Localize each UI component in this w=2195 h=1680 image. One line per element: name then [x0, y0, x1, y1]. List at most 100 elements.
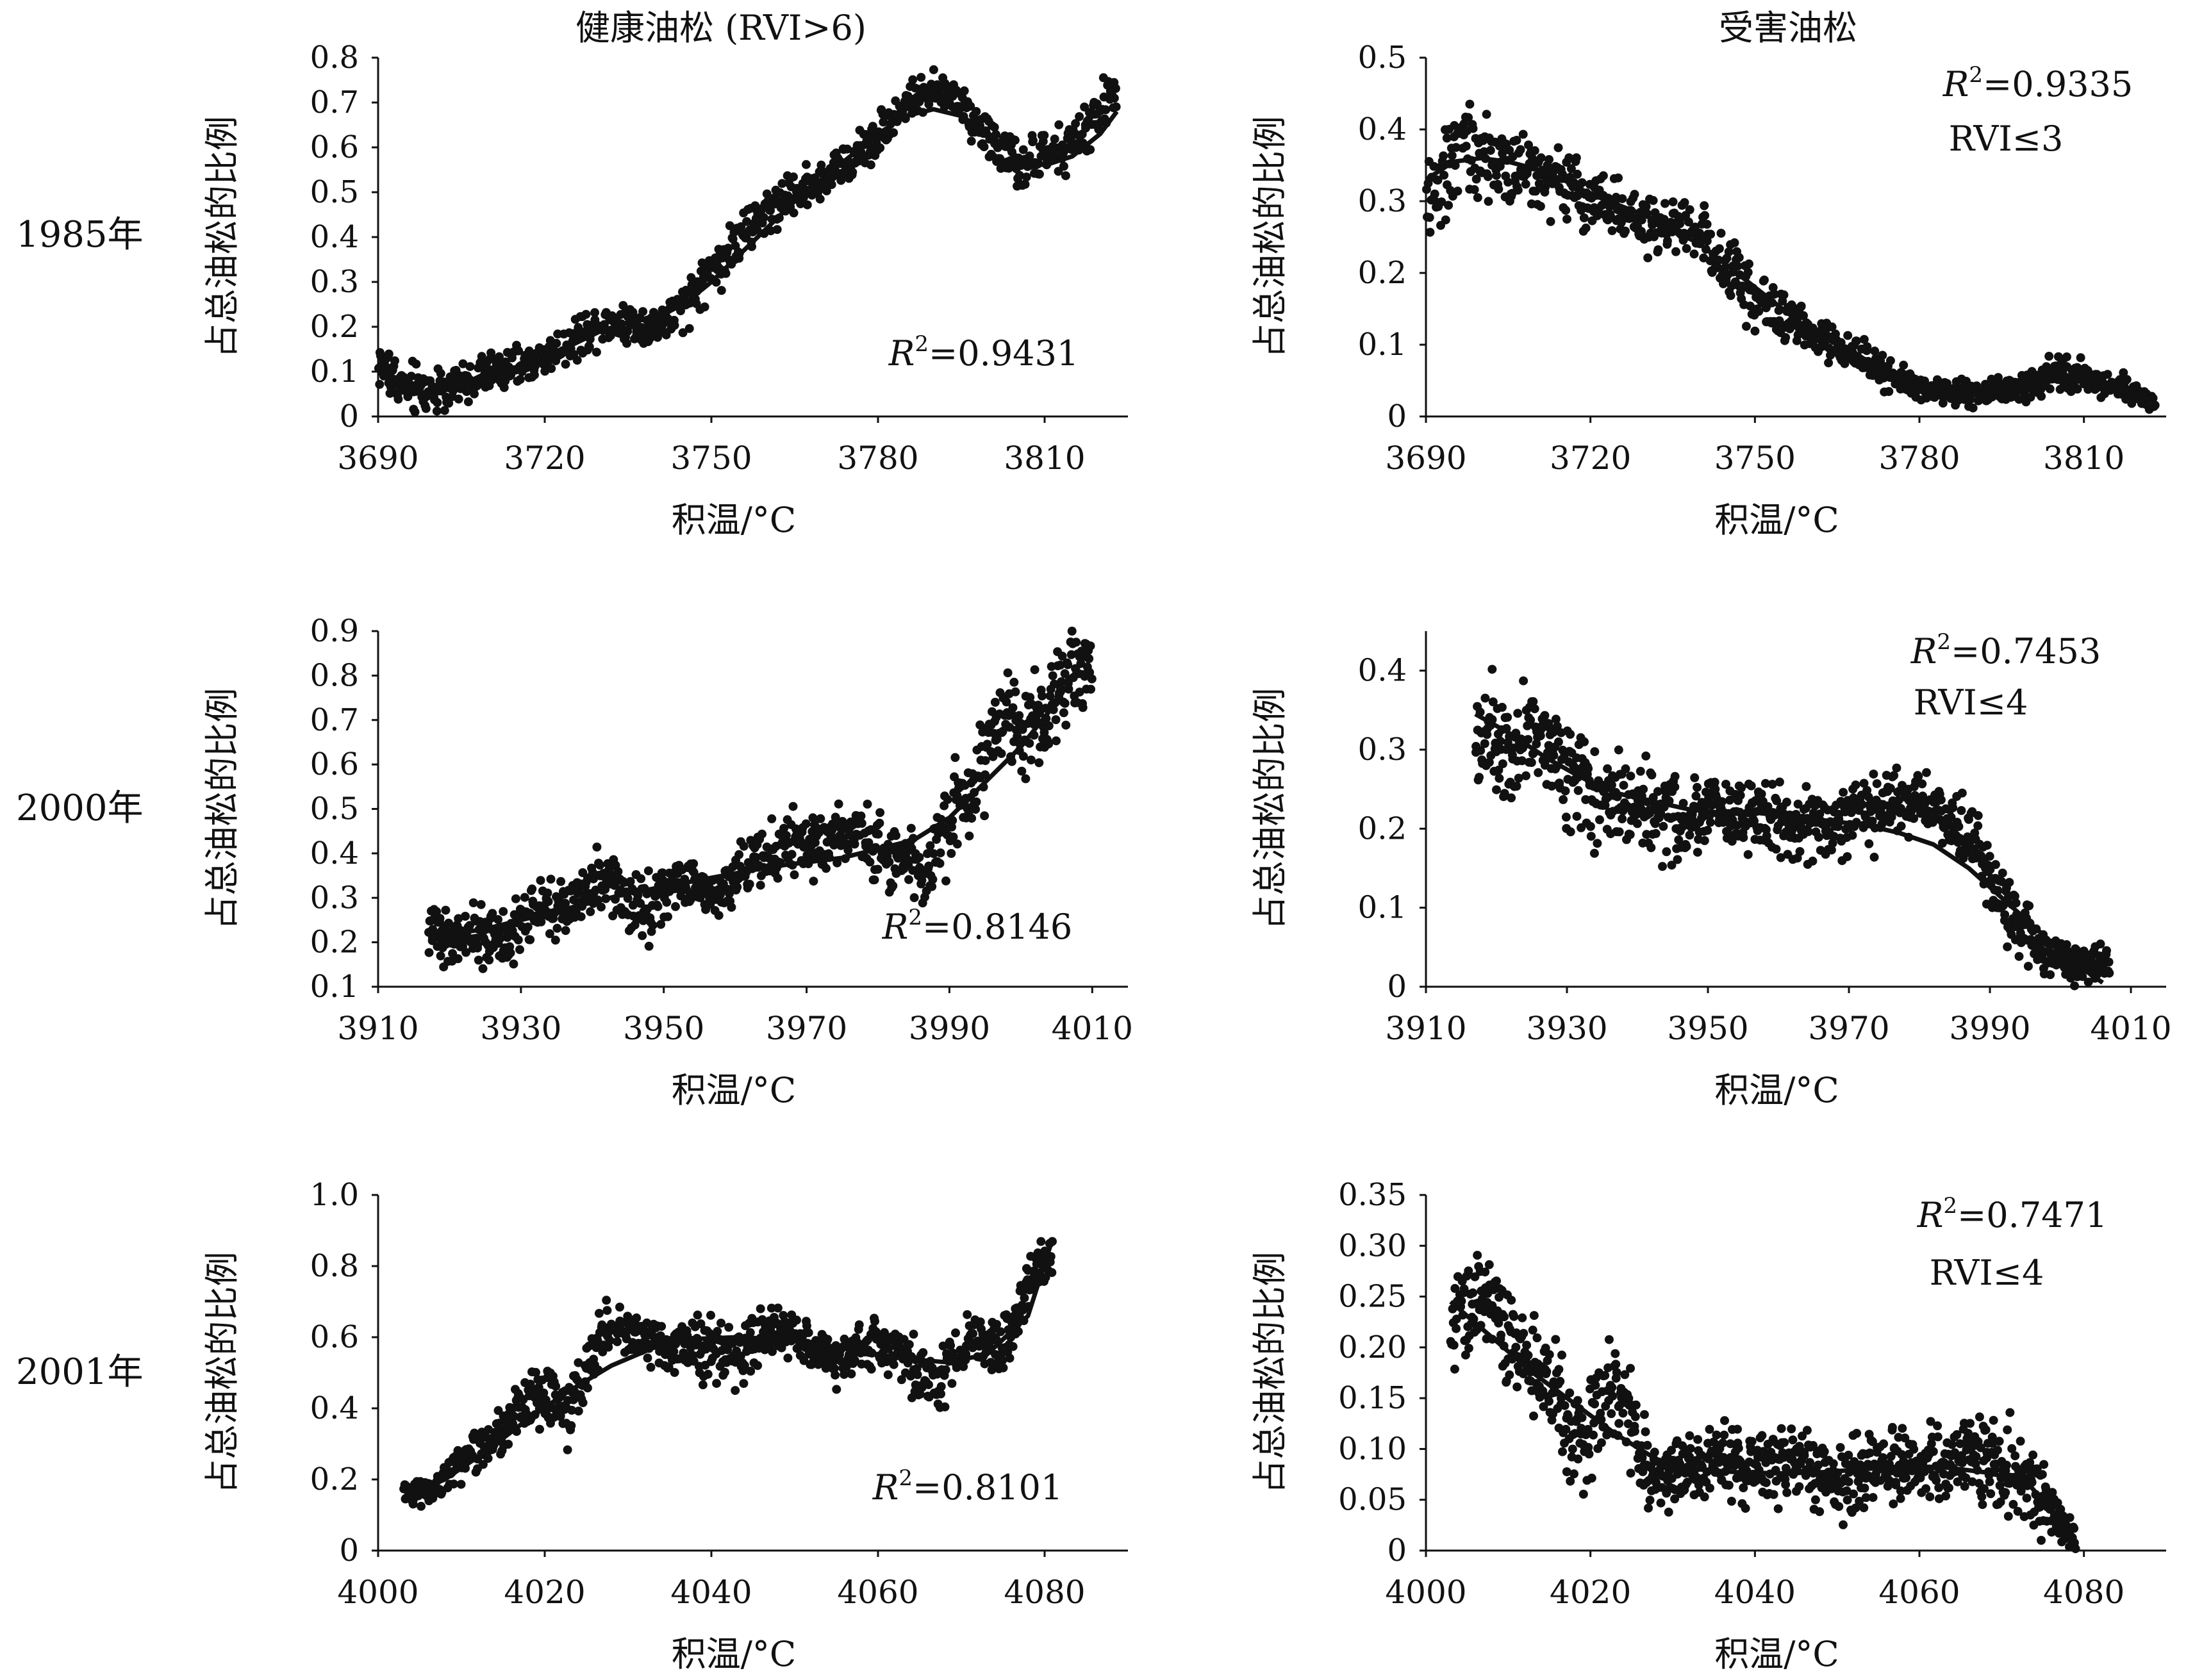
- x-tick-label: 3690: [1385, 440, 1466, 477]
- y-axis-title: 占总油松的比例: [1250, 688, 1290, 930]
- data-point: [1693, 782, 1702, 792]
- data-point: [802, 160, 811, 169]
- data-point: [1743, 268, 1753, 277]
- data-point: [1614, 173, 1623, 183]
- data-point: [670, 320, 679, 330]
- data-point: [724, 1322, 734, 1332]
- x-tick-label: 3990: [909, 1010, 990, 1047]
- data-point: [1884, 387, 1894, 396]
- data-point: [1621, 764, 1630, 773]
- data-point: [888, 881, 898, 891]
- data-point: [483, 1454, 493, 1463]
- data-point: [2105, 968, 2114, 978]
- data-point: [1936, 795, 1946, 805]
- y-tick-label: 0.30: [1338, 1228, 1407, 1264]
- data-point: [866, 1364, 876, 1374]
- y-tick-label: 0.1: [310, 969, 359, 1005]
- data-point: [1040, 131, 1049, 140]
- data-point: [547, 364, 556, 374]
- data-point: [546, 875, 556, 884]
- data-point: [1630, 190, 1639, 199]
- data-point: [406, 372, 416, 381]
- data-point: [1573, 169, 1582, 179]
- rvi-annotation: RVI≤4: [1914, 682, 2028, 723]
- data-point: [809, 877, 818, 886]
- y-tick-label: 0.35: [1338, 1177, 1407, 1213]
- data-point: [1566, 827, 1575, 837]
- data-point: [473, 940, 483, 950]
- data-point: [417, 1501, 426, 1511]
- data-point: [1439, 170, 1449, 180]
- column-title-damaged: 受害油松: [1719, 8, 1857, 48]
- data-point: [1503, 177, 1513, 187]
- data-point: [583, 1383, 592, 1393]
- data-point: [700, 302, 709, 311]
- y-axis-title: 占总油松的比例: [1250, 116, 1290, 358]
- data-point: [1034, 758, 1044, 768]
- data-point: [1441, 215, 1450, 225]
- data-point: [615, 1303, 624, 1312]
- data-point: [453, 954, 463, 964]
- x-tick-label: 4060: [1878, 1574, 1960, 1611]
- r2-variable: R: [882, 907, 909, 947]
- y-tick-label: 0.2: [1358, 255, 1407, 291]
- x-tick-label: 3990: [1949, 1010, 2030, 1047]
- data-point: [906, 823, 916, 833]
- r2-value: =0.9431: [929, 333, 1079, 374]
- data-point: [1452, 1324, 1461, 1333]
- data-point: [904, 875, 913, 884]
- data-point: [736, 222, 746, 231]
- data-point: [1086, 684, 1095, 694]
- data-point: [411, 359, 421, 369]
- data-point: [1581, 223, 1591, 233]
- data-point: [1015, 711, 1024, 720]
- data-point: [1503, 712, 1512, 722]
- data-point: [857, 819, 866, 828]
- data-point: [915, 853, 924, 862]
- data-point: [1038, 691, 1047, 701]
- data-point: [1957, 788, 1967, 798]
- data-point: [979, 142, 989, 152]
- data-point: [891, 831, 900, 841]
- data-point: [1522, 1340, 1532, 1350]
- data-point: [1625, 830, 1635, 839]
- fit-curve: [376, 107, 1119, 397]
- data-point: [941, 876, 950, 885]
- x-tick-label: 3970: [1808, 1010, 1889, 1047]
- data-point: [1647, 770, 1657, 780]
- data-point: [384, 349, 393, 359]
- data-point: [966, 101, 975, 111]
- y-tick-label: 0.1: [1358, 327, 1407, 363]
- data-point: [889, 128, 899, 138]
- y-tick-label: 0: [1387, 969, 1407, 1005]
- data-point: [1671, 247, 1680, 256]
- data-point: [1111, 84, 1120, 93]
- x-axis-title: 积温/°C: [672, 1070, 797, 1110]
- data-point: [632, 1313, 642, 1322]
- data-point: [773, 873, 783, 883]
- data-point: [592, 843, 602, 852]
- data-point: [1048, 671, 1057, 680]
- data-point: [1029, 136, 1038, 145]
- data-point: [2062, 352, 2071, 361]
- data-point: [1555, 1376, 1565, 1386]
- data-point: [909, 893, 919, 902]
- y-tick-label: 0.1: [310, 354, 359, 390]
- data-point: [789, 172, 798, 182]
- data-point: [1966, 395, 1975, 404]
- data-point: [850, 839, 859, 849]
- x-tick-label: 4040: [670, 1574, 752, 1611]
- data-point: [884, 857, 894, 867]
- data-point: [1685, 205, 1694, 215]
- data-point: [1022, 172, 1031, 182]
- y-tick-label: 0.4: [310, 836, 359, 871]
- data-point: [1586, 821, 1595, 831]
- data-point: [2119, 368, 2128, 377]
- data-point: [1536, 202, 1545, 211]
- data-point: [678, 328, 688, 338]
- data-point: [1693, 848, 1702, 857]
- data-point: [1799, 311, 1808, 320]
- data-point: [777, 179, 787, 188]
